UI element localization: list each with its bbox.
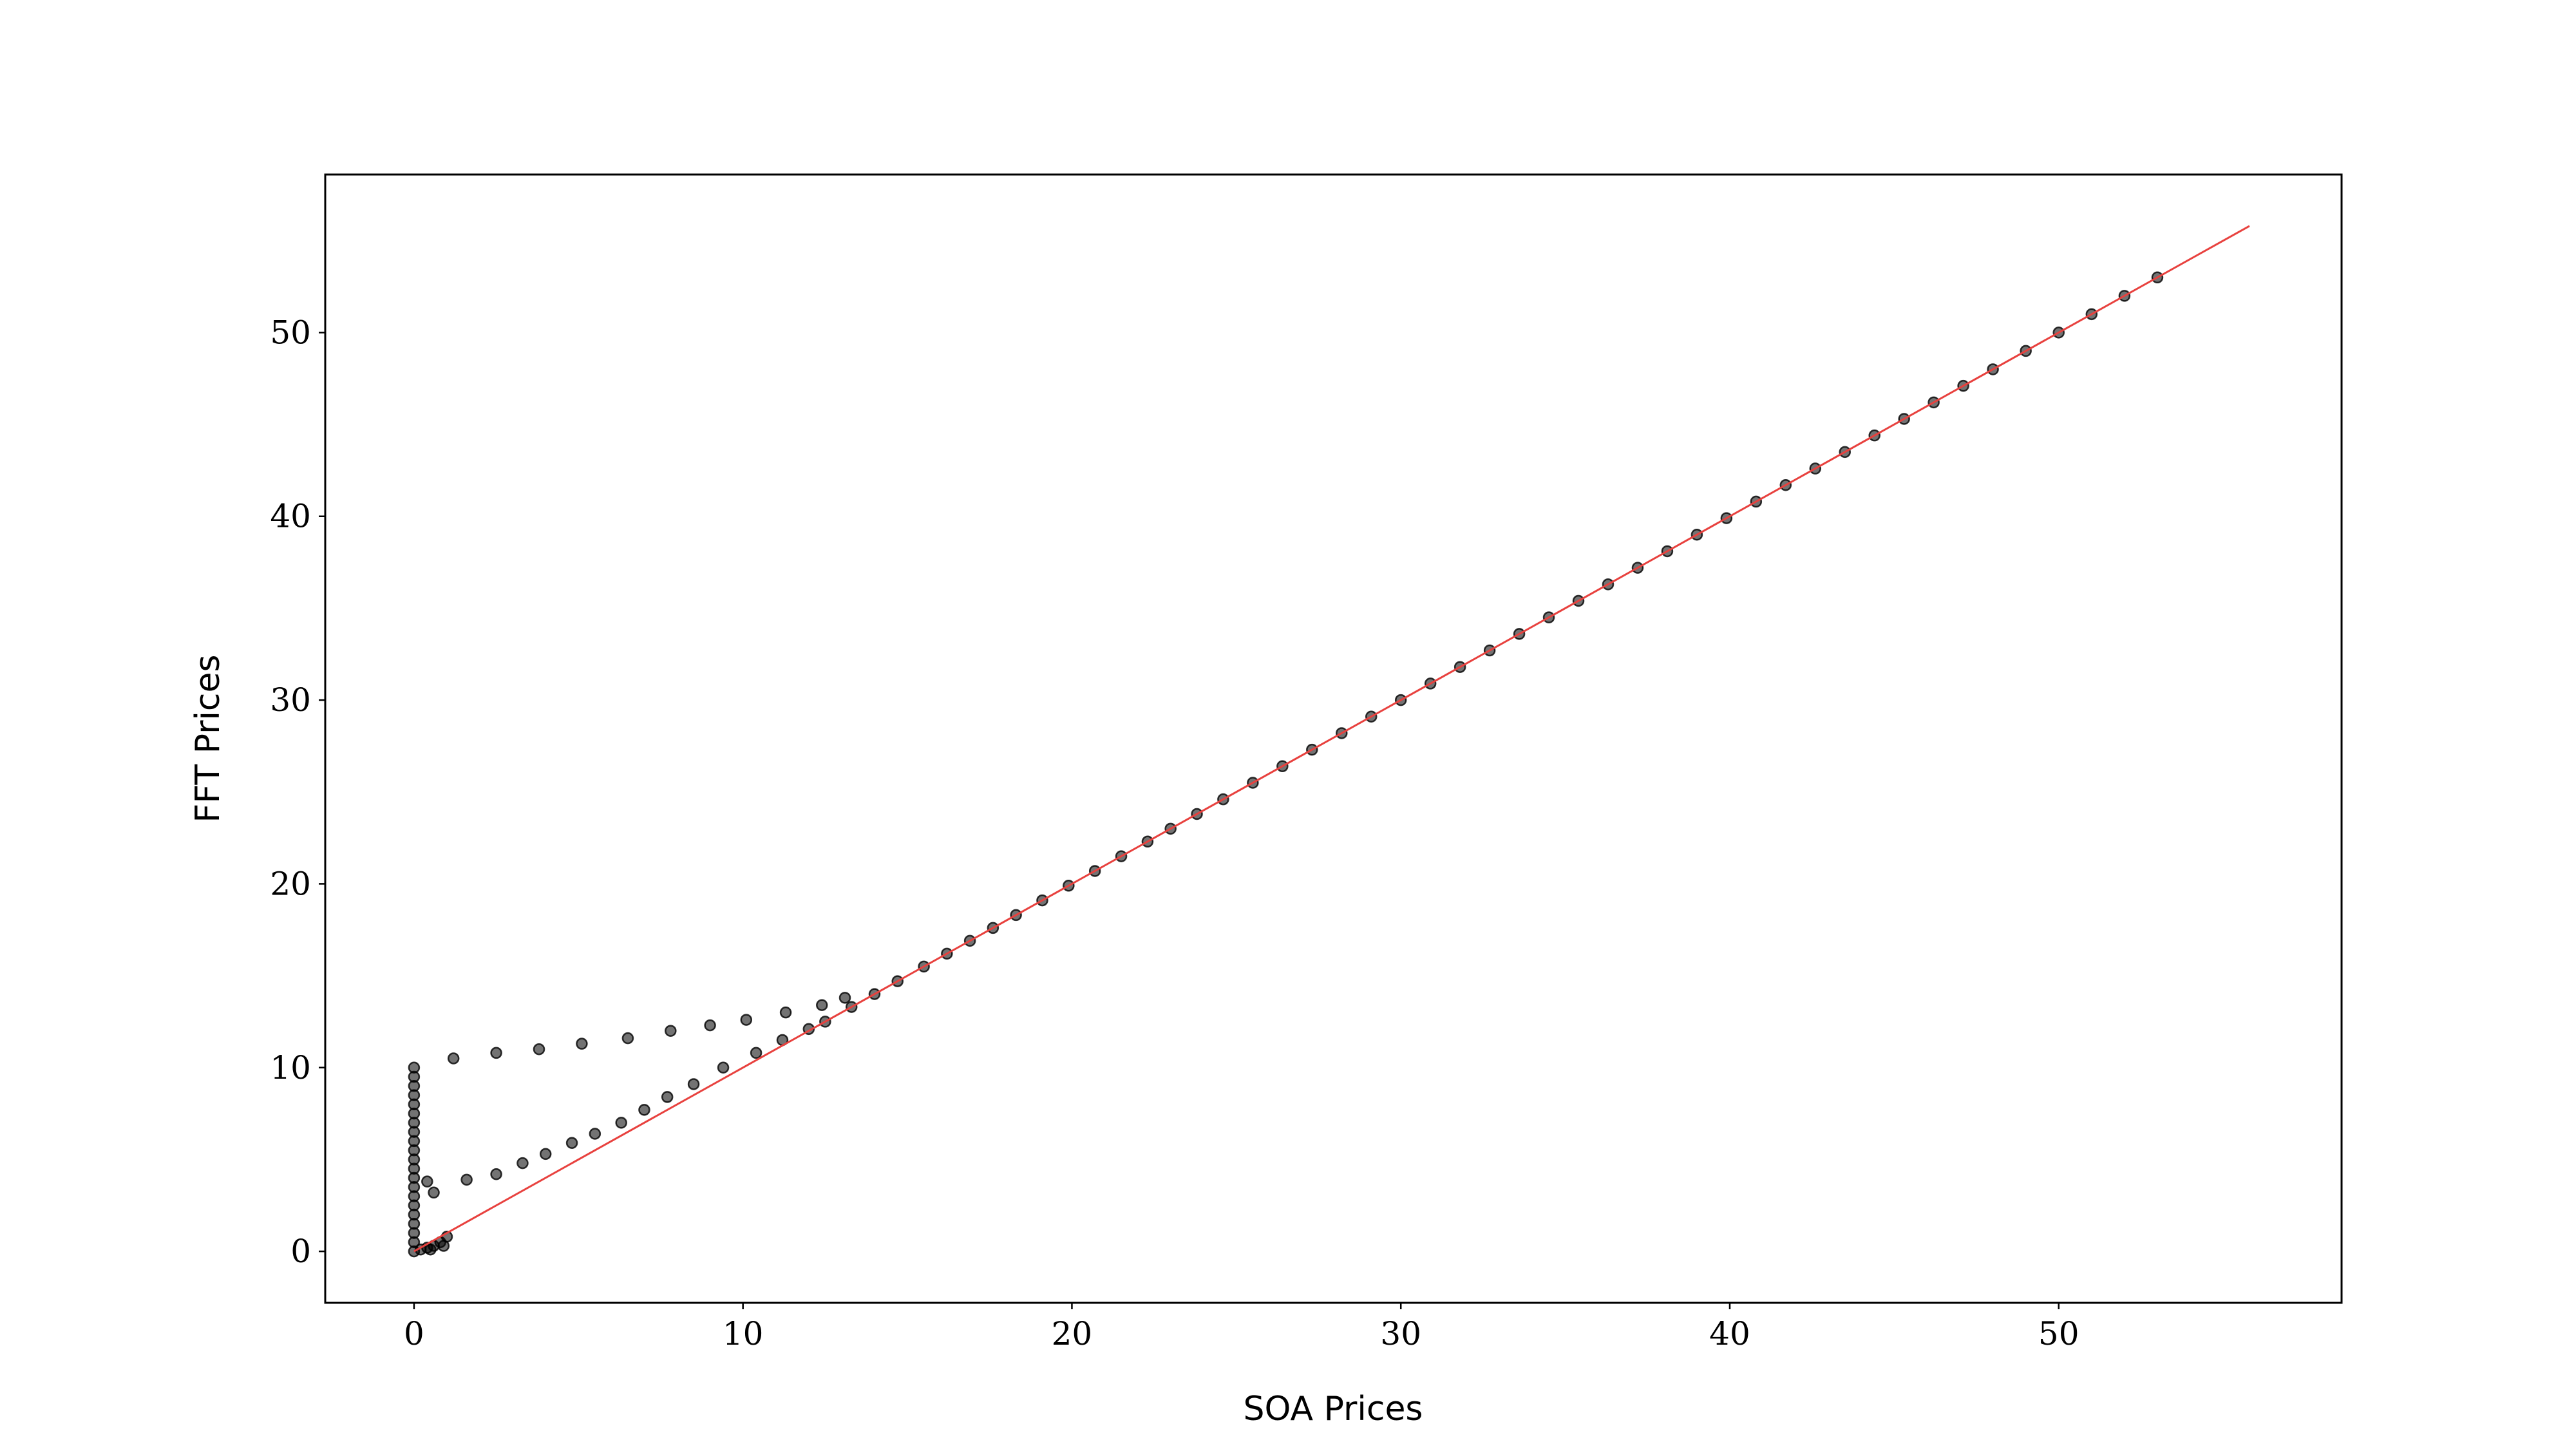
scatter-point <box>539 1148 552 1160</box>
scatter-point <box>565 1137 578 1150</box>
x-tick-label: 40 <box>1709 1315 1750 1352</box>
y-tick-label: 30 <box>270 681 311 719</box>
scatter-point <box>421 1175 433 1188</box>
scatter-point <box>621 1032 634 1045</box>
y-tick-label: 0 <box>290 1233 311 1270</box>
x-axis-label: SOA Prices <box>1243 1390 1423 1428</box>
x-tick-label: 20 <box>1052 1315 1093 1352</box>
scatter-point <box>665 1025 677 1037</box>
scatter-point <box>424 1244 437 1256</box>
x-tick-label: 30 <box>1380 1315 1421 1352</box>
scatter-point <box>740 1014 753 1026</box>
scatter-point <box>460 1173 473 1186</box>
scatter-point <box>838 992 851 1004</box>
scatter-point <box>490 1168 502 1180</box>
x-tick-label: 50 <box>2038 1315 2079 1352</box>
scatter-point <box>750 1046 762 1059</box>
y-tick-label: 50 <box>270 314 311 351</box>
scatter-point <box>704 1019 716 1032</box>
scatter-point <box>779 1006 792 1019</box>
scatter-point <box>437 1240 450 1252</box>
scatter-point <box>638 1104 650 1116</box>
x-tick-label: 0 <box>404 1315 424 1352</box>
scatter-point <box>717 1061 730 1074</box>
y-tick-label: 40 <box>270 498 311 535</box>
scatter-point <box>533 1043 545 1056</box>
scatter-point <box>687 1078 700 1090</box>
scatter-point <box>615 1117 627 1129</box>
scatter-point <box>428 1186 440 1199</box>
scatter-point <box>408 1061 421 1074</box>
y-tick-label: 20 <box>270 865 311 902</box>
reference-line <box>413 225 2250 1253</box>
plot-frame <box>324 173 2343 1304</box>
x-tick-label: 10 <box>723 1315 764 1352</box>
scatter-point <box>516 1157 529 1170</box>
scatter-point <box>661 1091 674 1103</box>
scatter-point <box>816 999 828 1011</box>
scatter-point <box>576 1037 588 1050</box>
scatter-point <box>490 1046 502 1059</box>
scatter-point <box>589 1128 601 1140</box>
scatter-point <box>447 1052 460 1065</box>
y-tick-label: 10 <box>270 1049 311 1086</box>
y-axis-label: FFT Prices <box>189 654 227 822</box>
